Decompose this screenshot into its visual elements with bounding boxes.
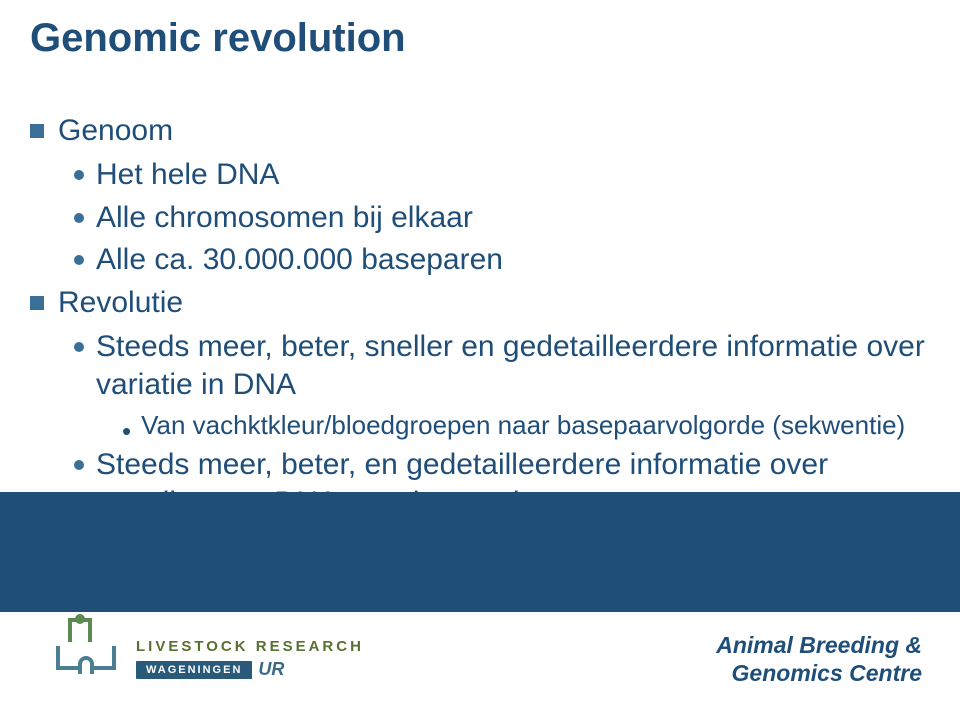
- bullet-text: Alle chromosomen bij elkaar: [96, 199, 473, 237]
- dash-bullet-icon: •: [122, 418, 131, 444]
- slide-content: Genoom Het hele DNA Alle chromosomen bij…: [30, 112, 930, 527]
- decorative-band: [0, 492, 960, 612]
- footer-line: Animal Breeding &: [716, 631, 922, 660]
- slide-title: Genomic revolution: [30, 16, 406, 61]
- org-text-block: LIVESTOCK RESEARCH WAGENINGEN UR: [136, 638, 364, 680]
- bullet-text: Het hele DNA: [96, 156, 279, 194]
- dot-bullet-icon: [74, 170, 84, 180]
- bullet-level2: Het hele DNA: [74, 156, 930, 194]
- bullet-level2: Steeds meer, beter, sneller en gedetaill…: [74, 328, 930, 405]
- footer-right-text: Animal Breeding & Genomics Centre: [716, 631, 922, 689]
- square-bullet-icon: [30, 296, 44, 310]
- bullet-level3: • Van vachktkleur/bloedgroepen naar base…: [122, 409, 930, 444]
- org-subline: WAGENINGEN UR: [136, 659, 364, 680]
- ur-label: UR: [258, 659, 284, 680]
- bullet-text: Genoom: [58, 112, 173, 150]
- bullet-text: Steeds meer, beter, sneller en gedetaill…: [96, 328, 930, 405]
- slide: Genomic revolution Genoom Het hele DNA A…: [0, 0, 960, 716]
- org-name: LIVESTOCK RESEARCH: [136, 638, 364, 655]
- bullet-level1: Genoom: [30, 112, 930, 150]
- footer-line: Genomics Centre: [716, 659, 922, 688]
- dot-bullet-icon: [74, 460, 84, 470]
- dot-bullet-icon: [74, 255, 84, 265]
- dot-bullet-icon: [74, 213, 84, 223]
- wageningen-badge: WAGENINGEN: [136, 661, 252, 679]
- bullet-level1: Revolutie: [30, 284, 930, 322]
- bullet-level2: Alle ca. 30.000.000 baseparen: [74, 241, 930, 279]
- bullet-text: Alle ca. 30.000.000 baseparen: [96, 241, 503, 279]
- square-bullet-icon: [30, 124, 44, 138]
- footer-logo-block: LIVESTOCK RESEARCH WAGENINGEN UR: [56, 632, 364, 686]
- dot-bullet-icon: [74, 342, 84, 352]
- bullet-level2: Alle chromosomen bij elkaar: [74, 199, 930, 237]
- bullet-text: Revolutie: [58, 284, 183, 322]
- bullet-text: Van vachktkleur/bloedgroepen naar basepa…: [141, 409, 905, 442]
- org-logo-icon: [56, 632, 116, 686]
